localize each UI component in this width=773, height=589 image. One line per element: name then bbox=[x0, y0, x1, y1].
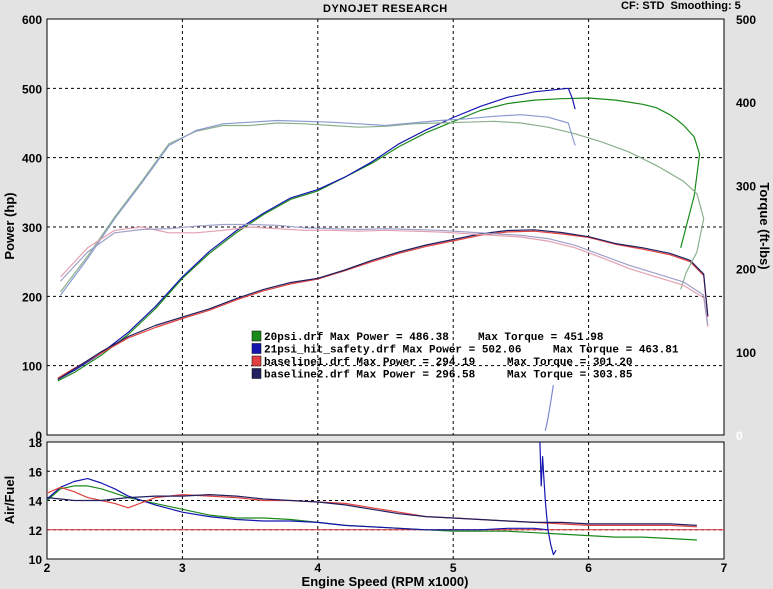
legend-entry-power: 20psi.drf Max Power = 486.38 bbox=[264, 332, 449, 344]
rpm-tick-label: 5 bbox=[450, 561, 457, 575]
afr-tick-label: 10 bbox=[29, 553, 43, 567]
legend-entry-power: baseline1.drf Max Power = 294.19 bbox=[264, 357, 475, 369]
legend-entry-power: 21psi_hit_safety.drf Max Power = 502.06 bbox=[264, 345, 521, 357]
torque-tick-label: 0 bbox=[736, 429, 743, 443]
legend-entry-torque: Max Torque = 303.85 bbox=[507, 370, 633, 382]
torque-tick-label: 400 bbox=[736, 96, 756, 110]
cf-label: CF: STD bbox=[621, 0, 665, 12]
torque-tick-label: 300 bbox=[736, 179, 756, 193]
torque-tick-label: 200 bbox=[736, 263, 756, 277]
afr-grid bbox=[47, 442, 724, 559]
legend-swatch bbox=[251, 355, 262, 367]
series-line bbox=[60, 114, 576, 296]
afr-series-line bbox=[539, 441, 557, 556]
afr-series-line bbox=[46, 494, 697, 526]
rpm-tick-label: 2 bbox=[44, 561, 51, 575]
afr-axis-label: Air/Fuel bbox=[2, 476, 17, 524]
series-line bbox=[544, 385, 554, 431]
power-tick-label: 200 bbox=[22, 290, 42, 304]
legend: 20psi.drf Max Power = 486.38 Max Torque =… bbox=[251, 330, 679, 382]
afr-tick-label: 14 bbox=[29, 495, 43, 509]
series-line bbox=[60, 223, 709, 326]
tick-labels: 0 100 200 300 400 500 600 0 100 200 300 400 500 10 12 1… bbox=[22, 13, 756, 575]
legend-entry-torque: Max Torque = 301.20 bbox=[507, 357, 632, 369]
power-torque-series bbox=[57, 87, 709, 431]
legend-entry-power: baseline2.drf Max Power = 296.58 bbox=[264, 370, 476, 382]
smoothing-label: Smoothing: 5 bbox=[670, 0, 741, 12]
rpm-tick-label: 4 bbox=[314, 561, 321, 575]
series-line bbox=[57, 230, 709, 379]
power-tick-label: 500 bbox=[22, 82, 42, 96]
power-grid bbox=[47, 19, 724, 435]
power-tick-label: 400 bbox=[22, 152, 42, 166]
series-line bbox=[60, 226, 709, 327]
torque-axis-label: Torque (ft-lbs) bbox=[757, 182, 772, 269]
afr-series-line bbox=[46, 478, 549, 531]
x-axis-label: Engine Speed (RPM x1000) bbox=[302, 574, 469, 589]
rpm-tick-label: 7 bbox=[721, 561, 728, 575]
power-tick-label: 0 bbox=[35, 429, 42, 443]
series-line bbox=[57, 87, 576, 381]
rpm-tick-label: 6 bbox=[585, 561, 592, 575]
torque-tick-label: 500 bbox=[736, 13, 756, 27]
series-line bbox=[57, 97, 701, 382]
series-line bbox=[57, 229, 709, 381]
afr-tick-label: 18 bbox=[29, 436, 43, 450]
power-tick-label: 300 bbox=[22, 221, 42, 235]
torque-tick-label: 100 bbox=[736, 346, 756, 360]
legend-entry-torque: Max Torque = 451.98 bbox=[478, 332, 604, 344]
cf-smoothing-label: CF: STD Smoothing: 5 bbox=[621, 0, 741, 12]
legend-swatch bbox=[251, 343, 262, 354]
legend-swatch bbox=[251, 330, 262, 342]
afr-tick-label: 16 bbox=[29, 465, 43, 479]
chart-title: DYNOJET RESEARCH bbox=[323, 3, 448, 15]
power-tick-label: 100 bbox=[22, 360, 42, 374]
power-tick-label: 600 bbox=[22, 13, 42, 27]
legend-entry-torque: Max Torque = 463.81 bbox=[553, 345, 679, 357]
afr-series-line bbox=[46, 486, 697, 528]
legend-swatch bbox=[251, 368, 262, 379]
afr-series bbox=[46, 441, 697, 556]
power-axis-label: Power (hp) bbox=[2, 192, 17, 259]
rpm-tick-label: 3 bbox=[179, 561, 186, 575]
afr-tick-label: 12 bbox=[29, 524, 43, 538]
